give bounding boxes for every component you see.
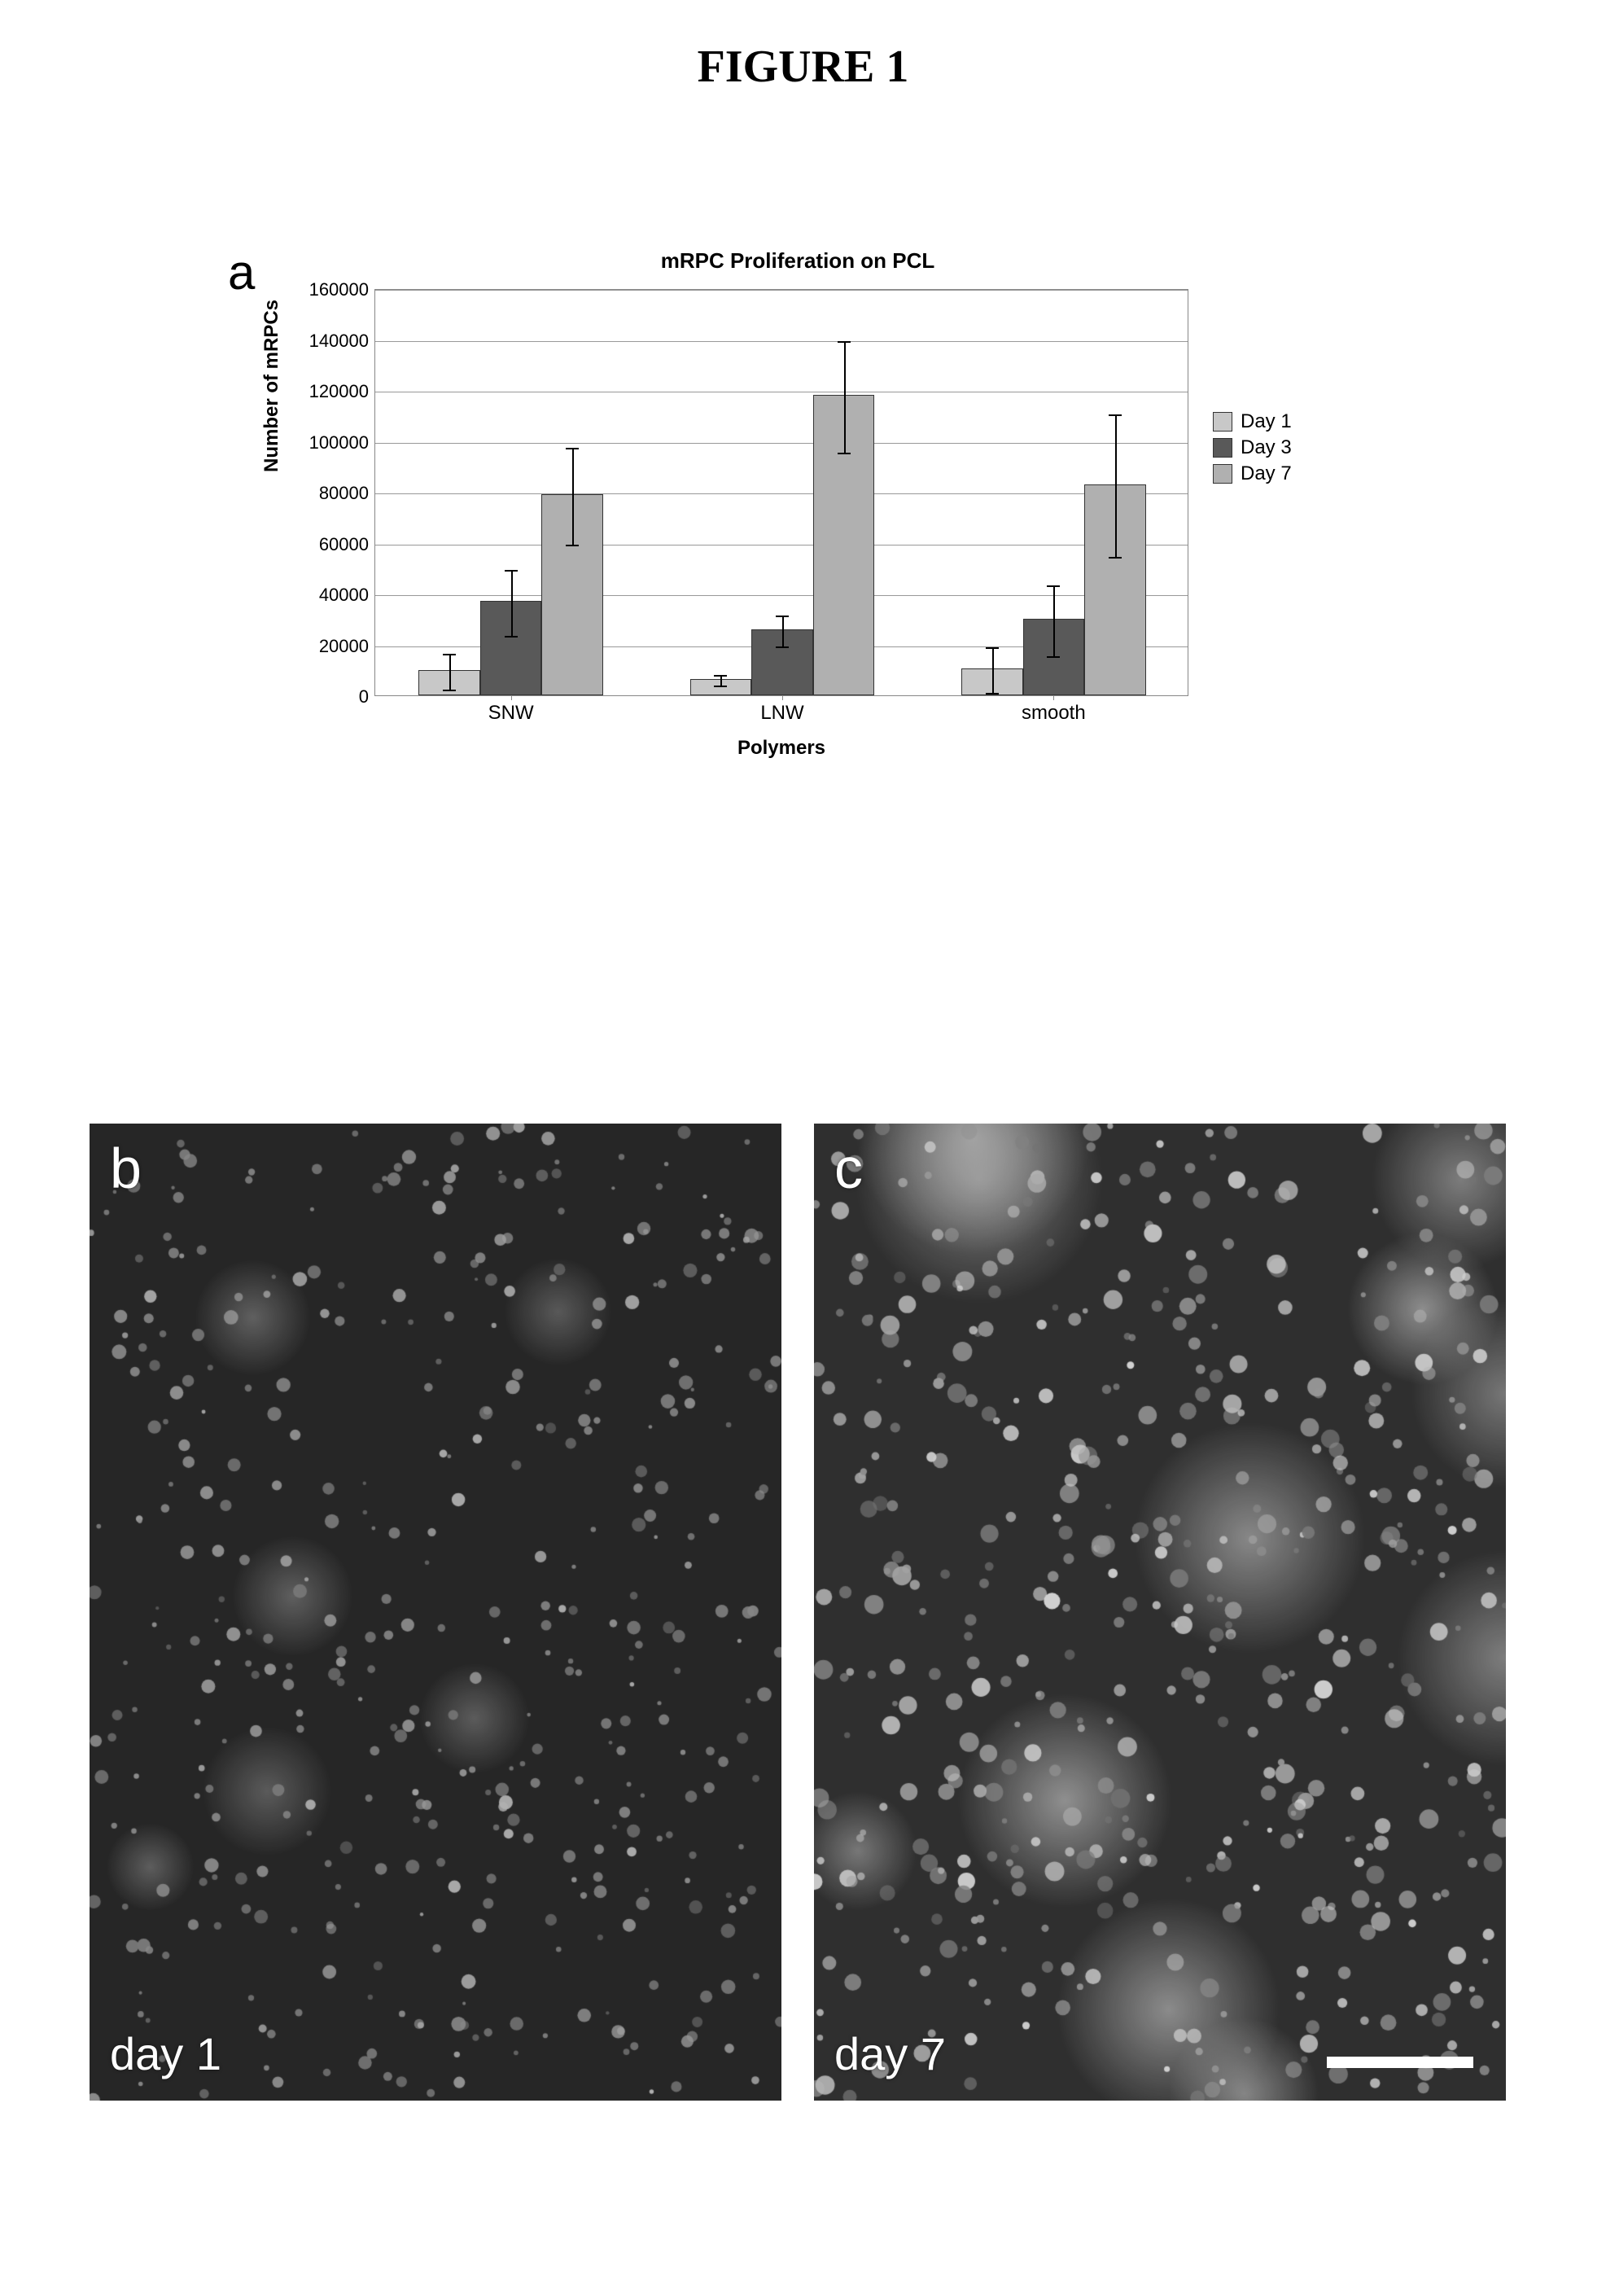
y-tick-label: 20000	[319, 636, 369, 657]
panel-c: c day 7	[814, 1124, 1506, 2101]
y-tick-label: 100000	[309, 432, 369, 454]
legend-swatch	[1213, 412, 1232, 432]
y-tick-label: 60000	[319, 534, 369, 555]
chart-title: mRPC Proliferation on PCL	[228, 248, 1368, 274]
bar	[1084, 484, 1146, 695]
chart-legend: Day 1 Day 3 Day 7	[1213, 407, 1292, 489]
scale-bar	[1327, 2057, 1473, 2068]
category-label: SNW	[488, 702, 534, 725]
y-tick-label: 160000	[309, 279, 369, 300]
y-tick-label: 0	[359, 686, 369, 708]
gridline	[375, 595, 1188, 596]
legend-item: Day 3	[1213, 436, 1292, 459]
x-tick	[782, 695, 783, 700]
y-tick-label: 140000	[309, 331, 369, 352]
legend-item: Day 1	[1213, 410, 1292, 433]
category-label: LNW	[760, 702, 803, 725]
bar	[961, 668, 1023, 695]
bar	[541, 494, 603, 695]
legend-label: Day 7	[1241, 462, 1292, 485]
x-tick	[511, 695, 512, 700]
chart-plot-area: 0200004000060000800001000001200001400001…	[374, 289, 1188, 696]
legend-item: Day 7	[1213, 462, 1292, 485]
panel-a: a mRPC Proliferation on PCL Number of mR…	[228, 244, 1368, 798]
panel-c-label: c	[834, 1136, 863, 1201]
y-tick-label: 40000	[319, 585, 369, 606]
bar	[751, 629, 813, 695]
panel-c-caption: day 7	[834, 2027, 946, 2080]
category-label: smooth	[1022, 702, 1086, 725]
gridline	[375, 545, 1188, 546]
bar	[813, 395, 875, 695]
legend-label: Day 3	[1241, 436, 1292, 459]
gridline	[375, 290, 1188, 291]
y-axis-label: Number of mRPCs	[260, 300, 283, 472]
gridline	[375, 341, 1188, 342]
bar	[690, 679, 752, 695]
bar	[1023, 619, 1085, 695]
x-axis-label: Polymers	[374, 737, 1188, 760]
gridline	[375, 443, 1188, 444]
y-tick-label: 80000	[319, 483, 369, 504]
micrograph-day1	[90, 1124, 781, 2101]
panel-b: b day 1	[90, 1124, 781, 2101]
bar	[418, 670, 480, 695]
figure-title: FIGURE 1	[0, 41, 1606, 93]
panel-b-label: b	[110, 1136, 142, 1201]
legend-label: Day 1	[1241, 410, 1292, 433]
gridline	[375, 493, 1188, 494]
micrograph-day7	[814, 1124, 1506, 2101]
panel-b-caption: day 1	[110, 2027, 221, 2080]
legend-swatch	[1213, 464, 1232, 484]
bar	[480, 601, 542, 695]
legend-swatch	[1213, 438, 1232, 458]
x-tick	[1053, 695, 1054, 700]
y-tick-label: 120000	[309, 381, 369, 402]
